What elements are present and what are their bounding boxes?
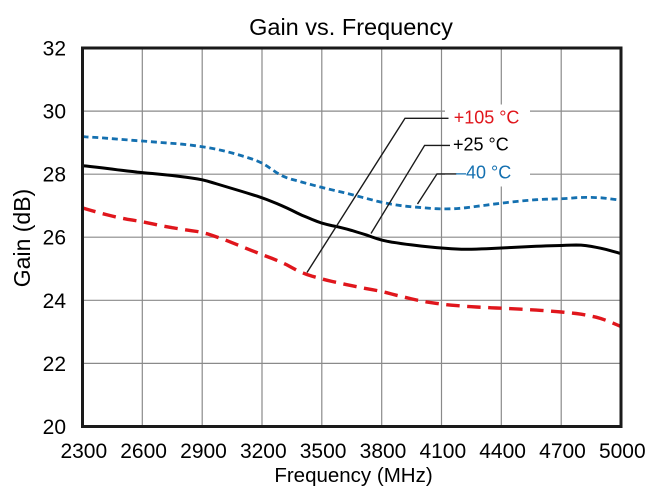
svg-text:4400: 4400 <box>479 440 526 463</box>
svg-text:20: 20 <box>43 416 66 439</box>
svg-text:28: 28 <box>43 164 66 187</box>
svg-text:Gain vs. Frequency: Gain vs. Frequency <box>249 14 453 40</box>
svg-text:2600: 2600 <box>120 440 167 463</box>
svg-text:3800: 3800 <box>360 440 407 463</box>
svg-text:32: 32 <box>43 38 66 61</box>
svg-text:Gain (dB): Gain (dB) <box>9 189 35 287</box>
svg-text:30: 30 <box>43 101 66 124</box>
svg-text:4700: 4700 <box>539 440 586 463</box>
svg-text:+25 °C: +25 °C <box>453 135 509 155</box>
svg-text:2300: 2300 <box>60 440 107 463</box>
svg-text:22: 22 <box>43 353 66 376</box>
svg-text:24: 24 <box>43 290 67 313</box>
svg-text:3200: 3200 <box>240 440 287 463</box>
svg-text:+105 °C: +105 °C <box>454 108 520 128</box>
svg-text:–40 °C: –40 °C <box>456 163 511 183</box>
svg-text:Frequency (MHz): Frequency (MHz) <box>274 464 432 487</box>
svg-text:26: 26 <box>43 227 66 250</box>
svg-text:5000: 5000 <box>599 440 646 463</box>
svg-text:4100: 4100 <box>419 440 466 463</box>
svg-text:3500: 3500 <box>300 440 347 463</box>
svg-text:2900: 2900 <box>180 440 227 463</box>
